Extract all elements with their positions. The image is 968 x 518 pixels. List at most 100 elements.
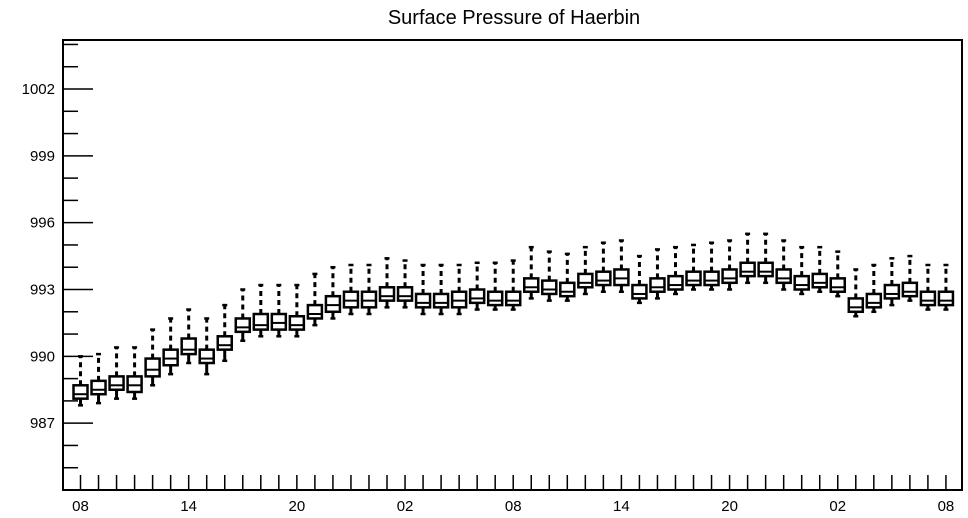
- box-item: [126, 346, 143, 400]
- x-tick-label: 08: [938, 498, 955, 515]
- box-iqr: [721, 268, 738, 285]
- box-item: [541, 250, 558, 302]
- box-iqr: [883, 283, 901, 300]
- box-iqr: [216, 335, 233, 351]
- box-iqr: [450, 290, 468, 309]
- box-item: [811, 245, 828, 293]
- box-iqr: [631, 283, 648, 300]
- box-item: [739, 232, 756, 285]
- box-iqr: [126, 375, 143, 394]
- box-item: [108, 346, 125, 400]
- box-item: [306, 272, 324, 327]
- box-item: [252, 283, 270, 338]
- box-item: [775, 239, 792, 291]
- box-iqr: [523, 277, 540, 293]
- box-item: [360, 263, 378, 316]
- box-iqr: [739, 261, 756, 278]
- box-item: [667, 245, 684, 296]
- box-item: [396, 259, 414, 309]
- box-item: [180, 308, 197, 365]
- box-item: [577, 245, 594, 296]
- box-item: [523, 245, 540, 300]
- box-item: [468, 261, 486, 311]
- box-item: [757, 232, 774, 285]
- box-series: [72, 232, 955, 407]
- box-iqr: [595, 270, 612, 287]
- box-item: [847, 268, 865, 318]
- x-tick-label: 08: [72, 498, 89, 515]
- box-iqr: [234, 317, 252, 334]
- box-item: [937, 263, 955, 311]
- box-iqr: [360, 290, 378, 309]
- box-iqr: [306, 303, 324, 320]
- y-tick-label: 996: [30, 215, 55, 232]
- chart-title: Surface Pressure of Haerbin: [388, 7, 640, 29]
- box-item: [450, 263, 468, 316]
- box-item: [865, 263, 883, 314]
- box-iqr: [324, 294, 342, 314]
- x-tick-label: 14: [613, 498, 630, 515]
- box-item: [829, 250, 847, 298]
- box-iqr: [919, 290, 937, 307]
- box-iqr: [396, 286, 414, 302]
- box-iqr: [198, 348, 215, 365]
- box-item: [234, 288, 252, 342]
- box-iqr: [829, 277, 847, 293]
- box-item: [432, 263, 450, 316]
- box-iqr: [865, 292, 883, 309]
- box-iqr: [649, 277, 666, 293]
- box-item: [324, 265, 342, 320]
- box-item: [288, 283, 306, 338]
- box-iqr: [793, 274, 810, 291]
- box-item: [901, 254, 919, 302]
- box-item: [72, 355, 89, 407]
- box-item: [270, 283, 288, 338]
- x-tick-label: 02: [829, 498, 846, 515]
- box-iqr: [72, 384, 89, 400]
- box-item: [216, 303, 233, 363]
- box-iqr: [288, 314, 306, 331]
- box-iqr: [703, 270, 720, 287]
- y-tick-label: 1002: [22, 81, 55, 98]
- box-item: [504, 259, 522, 311]
- box-iqr: [667, 274, 684, 291]
- box-iqr: [613, 268, 630, 287]
- box-item: [144, 328, 161, 387]
- box-iqr: [685, 270, 702, 287]
- box-item: [631, 254, 648, 305]
- box-iqr: [577, 272, 594, 289]
- box-iqr: [162, 348, 179, 367]
- x-tick-label: 20: [289, 498, 306, 515]
- box-item: [559, 252, 576, 302]
- box-item: [793, 245, 810, 296]
- box-item: [721, 239, 738, 291]
- box-iqr: [270, 312, 288, 331]
- y-tick-label: 990: [30, 348, 55, 365]
- x-tick-label: 08: [505, 498, 522, 515]
- box-iqr: [378, 286, 396, 302]
- x-tick-label: 02: [397, 498, 414, 515]
- plot-frame: [62, 39, 963, 491]
- box-iqr: [901, 281, 919, 298]
- y-axis: 987 990 993 996 999 1002: [22, 43, 93, 491]
- box-iqr: [414, 292, 432, 309]
- box-item: [703, 241, 720, 291]
- y-tick-label: 999: [30, 148, 55, 165]
- box-item: [613, 239, 630, 293]
- box-iqr: [541, 279, 558, 296]
- box-iqr: [559, 281, 576, 298]
- y-tick-label: 993: [30, 282, 55, 299]
- box-iqr: [811, 272, 828, 289]
- box-iqr: [468, 288, 486, 305]
- box-item: [378, 257, 396, 309]
- box-iqr: [108, 375, 125, 392]
- box-iqr: [342, 290, 360, 309]
- box-iqr: [937, 290, 955, 307]
- box-item: [414, 263, 432, 316]
- box-item: [595, 241, 612, 293]
- box-item: [90, 352, 107, 405]
- box-iqr: [757, 261, 774, 278]
- box-iqr: [486, 290, 504, 307]
- x-tick-label: 14: [180, 498, 197, 515]
